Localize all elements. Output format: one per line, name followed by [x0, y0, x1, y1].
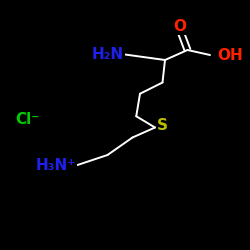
Text: S: S	[157, 118, 168, 132]
Text: H₂N: H₂N	[92, 47, 124, 62]
Text: OH: OH	[218, 48, 243, 62]
Text: H₃N⁺: H₃N⁺	[36, 158, 76, 172]
Text: O: O	[174, 19, 186, 34]
Text: Cl⁻: Cl⁻	[16, 112, 40, 128]
